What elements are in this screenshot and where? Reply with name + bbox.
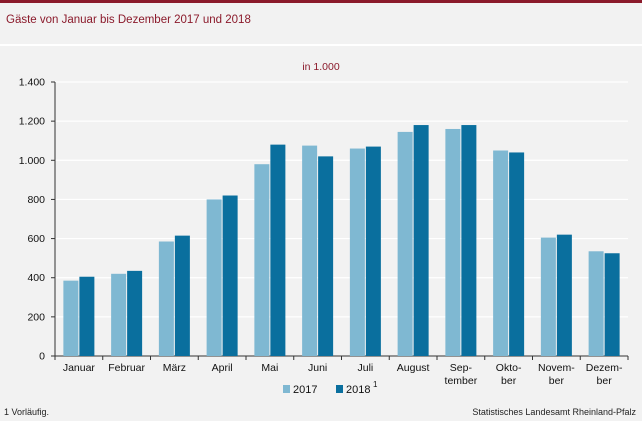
y-tick-label: 0 [39, 351, 45, 363]
x-tick-label: Januar [63, 362, 96, 374]
x-tick-label: Novem- [538, 362, 575, 374]
legend-label-2018: 2018 [346, 384, 370, 396]
x-tick-label: Februar [108, 362, 145, 374]
bar-2017 [349, 148, 365, 356]
bar-2017 [397, 131, 413, 356]
x-tick-label: Dezem- [586, 362, 623, 374]
bar-2017 [588, 251, 604, 356]
legend-swatch-2017 [283, 385, 290, 393]
bar-2017 [254, 164, 270, 356]
bar-2017 [493, 150, 509, 356]
x-tick-label: Sep- [450, 362, 473, 374]
bar-2018 [79, 276, 95, 356]
legend-superscript: 1 [373, 380, 378, 389]
y-tick-label: 400 [27, 272, 45, 284]
y-tick-label: 800 [27, 194, 45, 206]
bar-chart: in 1.000 0 200 400 600 800 1.000 1.200 1.400 Janu… [19, 61, 629, 396]
legend-swatch-2018 [336, 385, 343, 393]
x-tick-label: tember [445, 375, 478, 387]
bar-2018 [127, 270, 143, 356]
x-tick-label: Mai [261, 362, 278, 374]
unit-label: in 1.000 [302, 61, 340, 73]
title-separator [0, 44, 642, 46]
bar-2017 [302, 145, 318, 356]
y-tick-label: 1.200 [19, 116, 45, 128]
x-tick-label: ber [597, 375, 613, 387]
source-note: Statistisches Landesamt Rheinland-Pfalz [472, 407, 636, 417]
footnote: 1 Vorläufig. [4, 407, 50, 417]
y-tick-label: 200 [27, 311, 45, 323]
y-tick-label: 1.000 [19, 155, 45, 167]
bar-2018 [318, 156, 334, 356]
x-tick-label: ber [549, 375, 565, 387]
x-tick-label: August [397, 362, 430, 374]
legend-label-2017: 2017 [293, 384, 317, 396]
bar-2018 [461, 125, 477, 356]
x-tick-label: Juli [357, 362, 373, 374]
y-tick-label: 600 [27, 233, 45, 245]
bar-2018 [509, 152, 525, 356]
bar-2017 [540, 237, 556, 356]
x-tick-label: Okto- [496, 362, 522, 374]
x-tick-label: ber [501, 375, 517, 387]
bar-2018 [413, 125, 429, 356]
bar-2018 [365, 146, 381, 356]
chart-title: Gäste von Januar bis Dezember 2017 und 2… [6, 14, 251, 26]
bar-2018 [556, 234, 572, 356]
bar-2018 [222, 195, 238, 356]
x-tick-label: Juni [308, 362, 327, 374]
top-rule [0, 0, 642, 3]
bar-2018 [604, 253, 620, 356]
bar-2017 [63, 280, 79, 356]
bar-2017 [158, 241, 174, 356]
bar-2017 [445, 128, 461, 356]
bar-2018 [174, 235, 190, 356]
bar-2018 [270, 144, 286, 356]
y-tick-label: 1.400 [19, 77, 45, 89]
x-tick-label: März [163, 362, 186, 374]
x-tick-label: April [212, 362, 233, 374]
bar-2017 [206, 199, 222, 356]
bar-2017 [111, 273, 127, 356]
